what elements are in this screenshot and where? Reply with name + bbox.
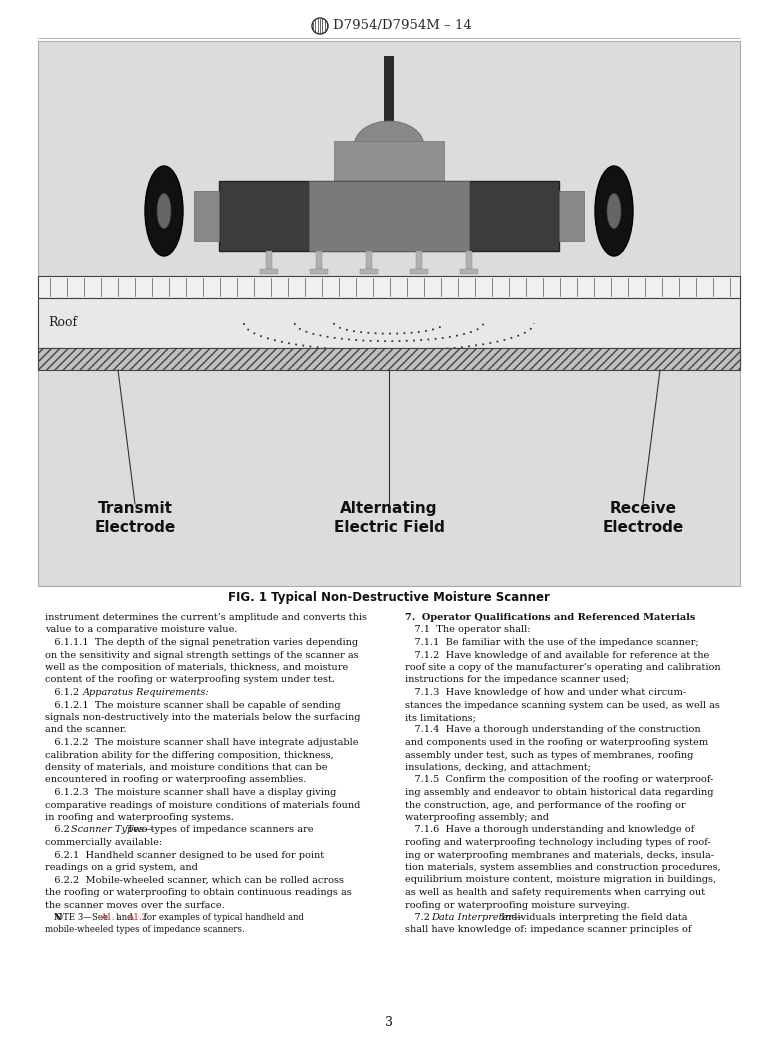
Text: 7.  Operator Qualifications and Referenced Materials: 7. Operator Qualifications and Reference…: [405, 613, 696, 623]
Text: and the scanner.: and the scanner.: [45, 726, 127, 735]
Text: commercially available:: commercially available:: [45, 838, 163, 847]
Text: equilibrium moisture content, moisture migration in buildings,: equilibrium moisture content, moisture m…: [405, 875, 716, 885]
Bar: [260, 269, 278, 274]
Bar: [410, 269, 428, 274]
Text: the scanner moves over the surface.: the scanner moves over the surface.: [45, 900, 225, 910]
Text: 6.1.2: 6.1.2: [45, 688, 86, 697]
Text: 7.1  The operator shall:: 7.1 The operator shall:: [405, 626, 531, 635]
Bar: [334, 141, 444, 181]
Text: Scanner Types—: Scanner Types—: [71, 826, 154, 835]
Text: content of the roofing or waterproofing system under test.: content of the roofing or waterproofing …: [45, 676, 335, 685]
Text: 6.1.1.1  The depth of the signal penetration varies depending: 6.1.1.1 The depth of the signal penetrat…: [45, 638, 358, 648]
Bar: [466, 251, 472, 269]
Bar: [194, 191, 219, 242]
Text: in roofing and waterproofing systems.: in roofing and waterproofing systems.: [45, 813, 234, 822]
Text: 7.1.6  Have a thorough understanding and knowledge of: 7.1.6 Have a thorough understanding and …: [405, 826, 694, 835]
Bar: [310, 269, 328, 274]
Text: well as the composition of materials, thickness, and moisture: well as the composition of materials, th…: [45, 663, 349, 672]
Text: 7.2: 7.2: [405, 913, 436, 922]
Ellipse shape: [595, 166, 633, 256]
Text: roof site a copy of the manufacturer’s operating and calibration: roof site a copy of the manufacturer’s o…: [405, 663, 720, 672]
Text: stances the impedance scanning system can be used, as well as: stances the impedance scanning system ca…: [405, 701, 720, 710]
Text: 6.1.2.1  The moisture scanner shall be capable of sending: 6.1.2.1 The moisture scanner shall be ca…: [45, 701, 341, 710]
Bar: [316, 251, 322, 269]
Text: D7954/D7954M – 14: D7954/D7954M – 14: [333, 20, 471, 32]
Text: roofing or waterproofing moisture surveying.: roofing or waterproofing moisture survey…: [405, 900, 630, 910]
Text: Apparatus Requirements:: Apparatus Requirements:: [83, 688, 209, 697]
Bar: [38, 298, 740, 348]
Text: its limitations;: its limitations;: [405, 713, 476, 722]
Text: encountered in roofing or waterproofing assemblies.: encountered in roofing or waterproofing …: [45, 776, 307, 785]
Text: instructions for the impedance scanner used;: instructions for the impedance scanner u…: [405, 676, 629, 685]
Text: 6.2.2  Mobile-wheeled scanner, which can be rolled across: 6.2.2 Mobile-wheeled scanner, which can …: [45, 875, 344, 885]
Ellipse shape: [157, 194, 171, 229]
Text: 7.1.3  Have knowledge of how and under what circum-: 7.1.3 Have knowledge of how and under wh…: [405, 688, 686, 697]
Ellipse shape: [145, 166, 183, 256]
Text: for examples of typical handheld and: for examples of typical handheld and: [141, 913, 304, 922]
Text: instrument determines the current’s amplitude and converts this: instrument determines the current’s ampl…: [45, 613, 367, 623]
Text: and: and: [114, 913, 135, 922]
Bar: [38, 276, 740, 298]
Ellipse shape: [607, 194, 621, 229]
Text: 7.1.1  Be familiar with the use of the impedance scanner;: 7.1.1 Be familiar with the use of the im…: [405, 638, 699, 648]
Bar: [38, 348, 740, 370]
Text: as well as health and safety requirements when carrying out: as well as health and safety requirement…: [405, 888, 705, 897]
Text: the roofing or waterproofing to obtain continuous readings as: the roofing or waterproofing to obtain c…: [45, 888, 352, 897]
Bar: [266, 251, 272, 269]
Text: OTE 3—See: OTE 3—See: [56, 913, 111, 922]
Bar: [38, 41, 740, 586]
Text: insulations, decking, and attachment;: insulations, decking, and attachment;: [405, 763, 591, 772]
Text: Alternating
Electric Field: Alternating Electric Field: [334, 501, 444, 535]
Text: A1.1: A1.1: [100, 913, 121, 922]
Text: A1.2: A1.2: [127, 913, 147, 922]
Text: and components used in the roofing or waterproofing system: and components used in the roofing or wa…: [405, 738, 708, 747]
Text: on the sensitivity and signal strength settings of the scanner as: on the sensitivity and signal strength s…: [45, 651, 359, 660]
Text: FIG. 1 Typical Non-Destructive Moisture Scanner: FIG. 1 Typical Non-Destructive Moisture …: [228, 591, 550, 605]
Text: tion materials, system assemblies and construction procedures,: tion materials, system assemblies and co…: [405, 863, 720, 872]
Text: Data Interpreter—: Data Interpreter—: [431, 913, 523, 922]
Text: 6.2.1  Handheld scanner designed to be used for point: 6.2.1 Handheld scanner designed to be us…: [45, 850, 324, 860]
Text: roofing and waterproofing technology including types of roof-: roofing and waterproofing technology inc…: [405, 838, 710, 847]
Text: 6.1.2.2  The moisture scanner shall have integrate adjustable: 6.1.2.2 The moisture scanner shall have …: [45, 738, 359, 747]
Bar: [219, 181, 559, 251]
Text: value to a comparative moisture value.: value to a comparative moisture value.: [45, 626, 237, 635]
Bar: [309, 181, 469, 251]
Bar: [416, 251, 422, 269]
Text: the construction, age, and performance of the roofing or: the construction, age, and performance o…: [405, 801, 685, 810]
Bar: [360, 269, 378, 274]
Text: mobile-wheeled types of impedance scanners.: mobile-wheeled types of impedance scanne…: [45, 925, 245, 935]
Bar: [559, 191, 584, 242]
Bar: [384, 56, 394, 131]
Bar: [460, 269, 478, 274]
Text: assembly under test, such as types of membranes, roofing: assembly under test, such as types of me…: [405, 751, 693, 760]
Text: 6.2: 6.2: [45, 826, 76, 835]
Text: N: N: [45, 913, 62, 922]
Text: 3: 3: [385, 1016, 393, 1030]
Text: 7.1.5  Confirm the composition of the roofing or waterproof-: 7.1.5 Confirm the composition of the roo…: [405, 776, 713, 785]
Text: Receive
Electrode: Receive Electrode: [602, 501, 684, 535]
Text: ing or waterproofing membranes and materials, decks, insula-: ing or waterproofing membranes and mater…: [405, 850, 714, 860]
Text: Two types of impedance scanners are: Two types of impedance scanners are: [127, 826, 314, 835]
Ellipse shape: [354, 121, 424, 171]
Text: ing assembly and endeavor to obtain historical data regarding: ing assembly and endeavor to obtain hist…: [405, 788, 713, 797]
Text: 7.1.4  Have a thorough understanding of the construction: 7.1.4 Have a thorough understanding of t…: [405, 726, 701, 735]
Text: Individuals interpreting the field data: Individuals interpreting the field data: [501, 913, 688, 922]
Bar: [385, 129, 393, 141]
Text: waterproofing assembly; and: waterproofing assembly; and: [405, 813, 549, 822]
Bar: [366, 251, 372, 269]
Text: shall have knowledge of: impedance scanner principles of: shall have knowledge of: impedance scann…: [405, 925, 692, 935]
Text: 6.1.2.3  The moisture scanner shall have a display giving: 6.1.2.3 The moisture scanner shall have …: [45, 788, 336, 797]
Text: 7.1.2  Have knowledge of and available for reference at the: 7.1.2 Have knowledge of and available fo…: [405, 651, 710, 660]
Text: calibration ability for the differing composition, thickness,: calibration ability for the differing co…: [45, 751, 334, 760]
Text: signals non-destructively into the materials below the surfacing: signals non-destructively into the mater…: [45, 713, 360, 722]
Text: readings on a grid system, and: readings on a grid system, and: [45, 863, 198, 872]
Text: density of materials, and moisture conditions that can be: density of materials, and moisture condi…: [45, 763, 328, 772]
Text: Roof: Roof: [48, 316, 77, 330]
Text: comparative readings of moisture conditions of materials found: comparative readings of moisture conditi…: [45, 801, 360, 810]
Text: Transmit
Electrode: Transmit Electrode: [94, 501, 176, 535]
